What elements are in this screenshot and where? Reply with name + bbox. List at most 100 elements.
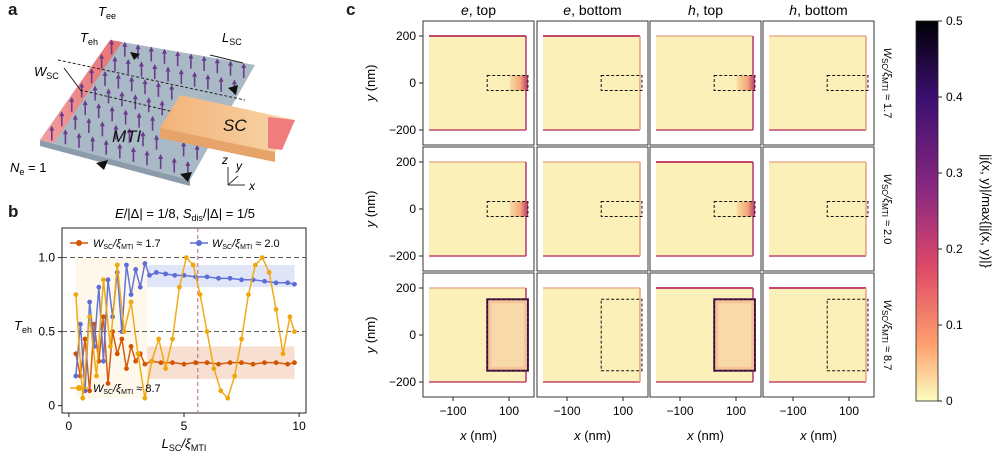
magnetization-arrowhead: [140, 131, 146, 137]
sc-region-box: [826, 74, 869, 92]
y-tick-label: 0: [409, 202, 416, 216]
panel-b-letter: b: [8, 202, 19, 221]
data-point: [232, 373, 238, 379]
magnetization-arrowhead: [241, 63, 247, 69]
data-point: [172, 272, 178, 278]
magnetization-arrowhead: [214, 58, 220, 64]
magnetization-arrowhead: [90, 136, 96, 142]
data-point: [266, 270, 272, 275]
x-tick-label: −100: [553, 404, 580, 418]
data-point: [239, 277, 244, 283]
panel-c-letter: c: [346, 0, 356, 19]
magnetization-arrowhead: [152, 63, 158, 69]
data-point: [285, 280, 290, 286]
magnetization-arrowhead: [192, 71, 198, 77]
magnetization-arrowhead: [102, 70, 108, 76]
data-point: [142, 361, 148, 367]
data-point: [101, 358, 106, 364]
magnetization-arrowhead: [155, 81, 161, 87]
svg-text:WSC/ξMTI ≈ 2.0: WSC/ξMTI ≈ 2.0: [212, 238, 280, 251]
data-point: [183, 255, 189, 260]
heatmap-sample: [543, 288, 640, 382]
y-tick-label: 200: [396, 155, 416, 169]
heatmap-grid: e, top e, bottom h, top h, bottom 200 0 −200 y …: [363, 2, 893, 443]
data-point: [142, 395, 148, 401]
legend-item-3: WSC/ξMTI ≈ 8.7: [70, 383, 161, 396]
data-point: [163, 271, 168, 277]
svg-text:WSC/ξMTI ≈ 1.7: WSC/ξMTI ≈ 1.7: [93, 238, 161, 251]
data-point: [105, 277, 111, 283]
magnetization-arrowhead: [178, 69, 184, 75]
colorbar-tick-label: 0.2: [946, 242, 963, 256]
sc-region-box: [600, 298, 643, 372]
sc-region-box: [826, 200, 869, 218]
y-tick-label: 0: [409, 76, 416, 90]
panel-a-device-schematic: Tee Teh WSC LSC MTI SC Ne = 1 z y x: [10, 4, 295, 193]
panel-b-ylabel: Teh: [14, 318, 32, 335]
colorbar-label: |j(x, y)|/max{|j(x, y)|}: [979, 154, 994, 269]
data-point: [101, 277, 106, 283]
x-tick-label: 100: [839, 404, 859, 418]
x-tick-label: −100: [779, 404, 806, 418]
axis-x-label: x: [248, 179, 256, 193]
sc-region-box: [600, 200, 643, 218]
magnetization-arrowhead: [123, 109, 129, 115]
sc-region-box: [486, 74, 529, 92]
panel-c-current-maps: e, top e, bottom h, top h, bottom 200 0 −200 y …: [363, 2, 994, 443]
data-point: [133, 267, 139, 272]
data-point: [94, 373, 99, 379]
data-point: [252, 262, 258, 268]
sc-region-box: [713, 74, 756, 92]
x-tick-label: 0: [66, 419, 73, 433]
colorbar: [915, 20, 939, 402]
column-title: h, top: [688, 2, 723, 18]
contact-marker-1: [130, 52, 140, 60]
sc-region-box: [713, 200, 756, 218]
y-axis-label: y (nm): [363, 191, 378, 229]
slab-side: [40, 140, 190, 186]
magnetization-arrowhead: [201, 55, 207, 61]
data-point: [137, 284, 143, 290]
x-tick-label: 100: [499, 404, 519, 418]
data-point: [87, 388, 93, 394]
magnetization-arrowhead: [148, 46, 154, 52]
magnetization-arrowhead: [126, 127, 132, 133]
y-tick-label: −200: [389, 123, 416, 137]
data-point: [246, 292, 251, 297]
magnetization-arrowhead: [109, 106, 115, 112]
data-point: [204, 329, 210, 334]
data-point: [216, 361, 221, 367]
panel-b-teh-chart: E/|Δ| = 1/8, Sdis/|Δ| = 1/5 0 5 1000.51.0 …: [14, 206, 307, 453]
magnetization-arrowhead: [119, 91, 125, 97]
magnetization-arrowhead: [125, 58, 131, 64]
magnetization-arrowhead: [106, 88, 112, 94]
colorbar-ticks: 0.5 0.4 0.3 0.2 0.1 0: [938, 14, 963, 408]
label-teh: Teh: [80, 30, 98, 47]
x-tick-label: 10: [292, 419, 306, 433]
magnetization-arrowhead: [154, 134, 160, 140]
data-point: [239, 360, 244, 366]
x-axis-label: x (nm): [459, 428, 497, 443]
data-point: [142, 261, 148, 266]
magnetization-arrowhead: [169, 84, 175, 90]
magnetization-arrowhead: [103, 139, 109, 145]
data-point: [239, 336, 244, 342]
heatmap-sample: [543, 162, 640, 256]
data-point: [128, 292, 134, 297]
data-point: [227, 360, 233, 366]
y-tick-label: 0.5: [38, 325, 55, 339]
data-point: [197, 292, 203, 297]
y-axis-label: y (nm): [363, 317, 378, 355]
chart-layer: 0 5 10 0 0.5 1.0: [38, 228, 306, 433]
magnetization-arrowhead: [79, 82, 85, 88]
data-point: [121, 329, 127, 334]
data-point: [204, 274, 210, 280]
data-point: [292, 360, 297, 366]
x-tick-label: −100: [439, 404, 466, 418]
magnetization-arrowhead: [159, 100, 165, 106]
panel-b-xlabel: LSC/ξMTI: [162, 436, 207, 453]
y-tick-label: 0: [409, 328, 416, 342]
magnetization-arrowhead: [69, 96, 75, 102]
w-sc-dash-line-1: [57, 59, 246, 101]
sc-lead: [268, 117, 295, 150]
